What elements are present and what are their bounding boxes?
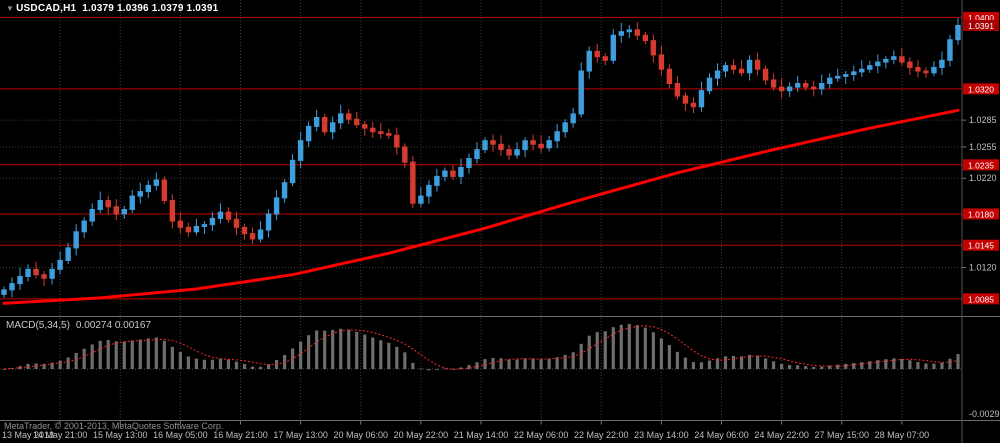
svg-text:1.0400: 1.0400 — [968, 13, 994, 23]
svg-text:15 May 13:00: 15 May 13:00 — [93, 430, 148, 440]
candlesticks — [1, 17, 961, 298]
svg-text:28 May 07:00: 28 May 07:00 — [875, 430, 930, 440]
svg-text:23 May 14:00: 23 May 14:00 — [634, 430, 689, 440]
moving-average-line — [2, 108, 960, 305]
svg-text:1.0391: 1.0391 — [968, 21, 994, 31]
svg-text:20 May 22:00: 20 May 22:00 — [394, 430, 449, 440]
svg-text:16 May 21:00: 16 May 21:00 — [213, 430, 268, 440]
gridlines — [0, 0, 962, 418]
svg-text:1.0320: 1.0320 — [968, 84, 994, 94]
svg-text:27 May 15:00: 27 May 15:00 — [814, 430, 869, 440]
svg-text:1.0120: 1.0120 — [969, 263, 997, 273]
svg-text:14 May 21:00: 14 May 21:00 — [33, 430, 88, 440]
svg-text:22 May 22:00: 22 May 22:00 — [574, 430, 629, 440]
svg-text:20 May 06:00: 20 May 06:00 — [333, 430, 388, 440]
svg-text:1.0220: 1.0220 — [969, 173, 997, 183]
svg-text:-0.0029: -0.0029 — [969, 409, 1000, 419]
svg-text:22 May 06:00: 22 May 06:00 — [514, 430, 569, 440]
macd-axis[interactable]: -0.0029 — [969, 409, 1000, 419]
macd-signal-line — [3, 325, 959, 370]
svg-text:1.0180: 1.0180 — [968, 209, 994, 219]
price-axis[interactable]: 1.0285 1.0255 1.0220 1.0120 1.0400 1.0320 1.02… — [962, 11, 999, 305]
svg-text:1.0235: 1.0235 — [968, 160, 994, 170]
svg-text:1.0145: 1.0145 — [968, 241, 994, 251]
svg-text:21 May 14:00: 21 May 14:00 — [454, 430, 509, 440]
horizontal-price-lines[interactable] — [0, 16, 962, 300]
svg-text:24 May 22:00: 24 May 22:00 — [754, 430, 809, 440]
svg-text:17 May 13:00: 17 May 13:00 — [273, 430, 328, 440]
svg-text:1.0255: 1.0255 — [969, 142, 997, 152]
svg-text:24 May 06:00: 24 May 06:00 — [694, 430, 749, 440]
svg-text:16 May 05:00: 16 May 05:00 — [153, 430, 208, 440]
svg-text:1.0285: 1.0285 — [969, 115, 997, 125]
svg-text:1.0085: 1.0085 — [968, 294, 994, 304]
svg-text:13 May 2013: 13 May 2013 — [2, 430, 54, 440]
macd-histogram — [2, 323, 960, 371]
